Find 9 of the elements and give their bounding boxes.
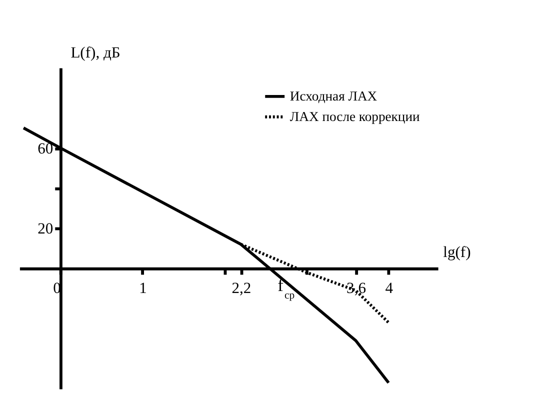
x-tick-label: 1 (139, 280, 147, 298)
legend-label: Исходная ЛАХ (290, 88, 378, 104)
y-tick-label: 60 (38, 140, 54, 158)
y-tick-label: 20 (38, 220, 54, 238)
x-tick-label: 2,2 (232, 280, 252, 298)
legend-label: ЛАХ после коррекции (290, 108, 420, 124)
x-tick-label: 4 (385, 280, 394, 298)
y-axis-title: L(f), дБ (70, 44, 120, 62)
x-axis-title: lg(f) (443, 244, 471, 262)
